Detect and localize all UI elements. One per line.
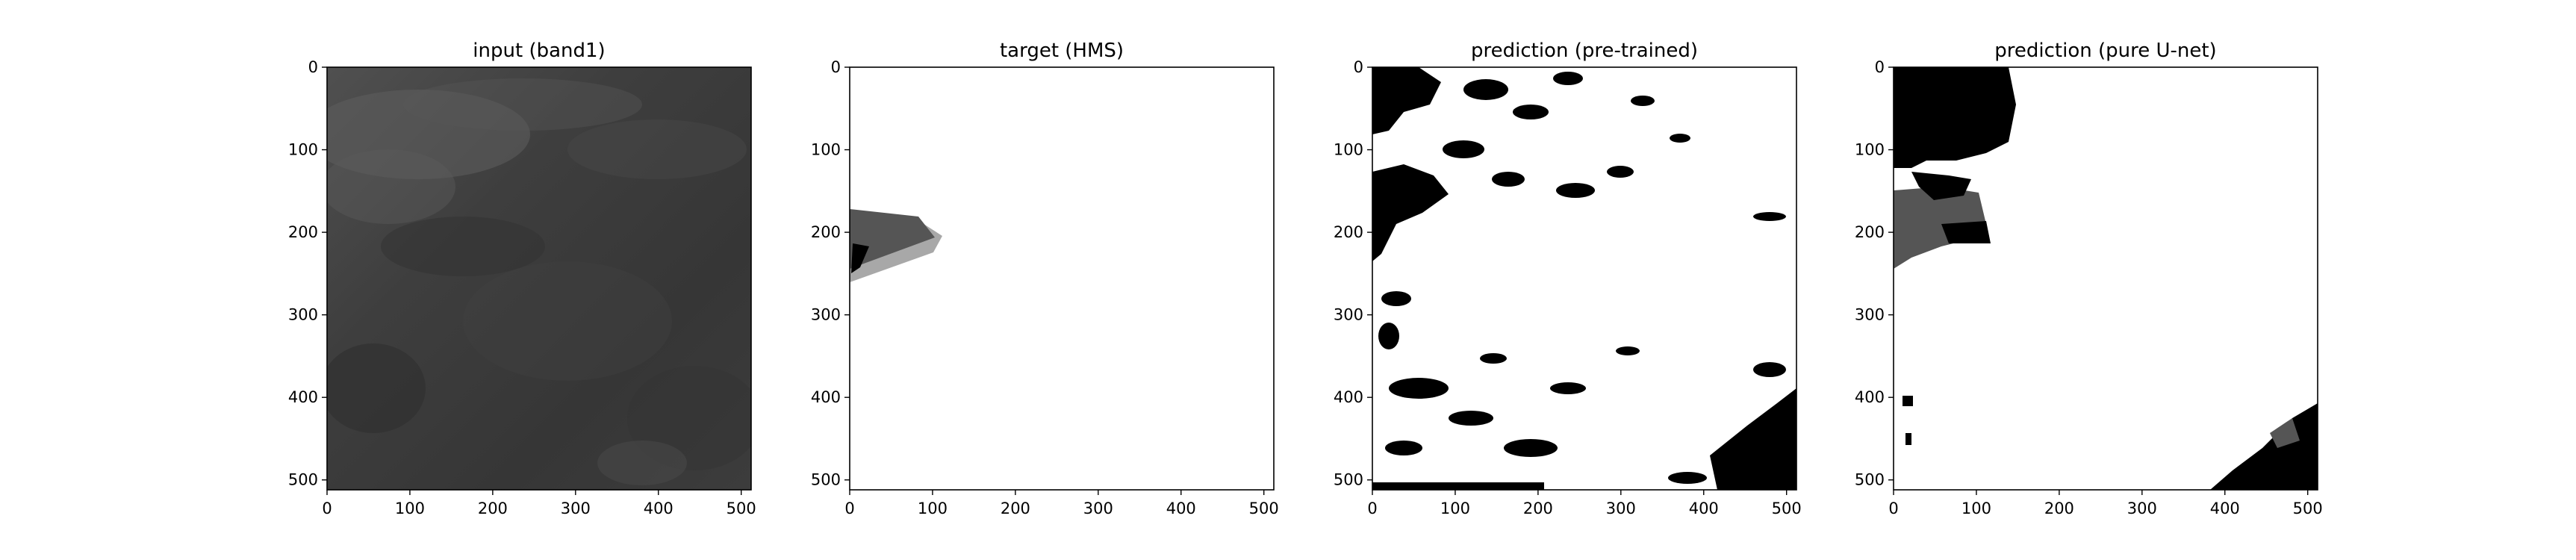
- black-region-left: [1911, 172, 1971, 200]
- x-tick-label: 300: [1083, 500, 1113, 517]
- pretrained-mask: [1372, 67, 1796, 490]
- x-tick-label: 0: [1888, 500, 1898, 517]
- x-tick-label: 100: [918, 500, 948, 517]
- y-tick-label: 200: [288, 223, 318, 241]
- panel-input-band1: input (band1): [326, 40, 752, 491]
- y-tick-label: 200: [811, 223, 841, 241]
- y-tick-label: 400: [811, 388, 841, 406]
- panel-target-hms: target (HMS): [849, 40, 1275, 491]
- unet-mask: [1894, 67, 2318, 490]
- x-tick-label: 200: [1001, 500, 1030, 517]
- y-tick-label: 300: [1855, 306, 1885, 324]
- y-tick-label: 100: [288, 141, 318, 159]
- y-tick-label: 100: [811, 141, 841, 159]
- black-region-left-lower: [1941, 221, 1991, 243]
- x-tick-label: 100: [1961, 500, 1991, 517]
- axes-frame: [849, 66, 1275, 491]
- y-tick-label: 500: [1334, 471, 1363, 489]
- y-tick-label: 400: [1855, 388, 1885, 406]
- y-tick-label: 400: [1334, 388, 1363, 406]
- gray-region-bottom-right: [2270, 418, 2300, 448]
- black-region-top-left: [1894, 67, 2016, 168]
- x-tick-label: 100: [1440, 500, 1470, 517]
- panel-title: prediction (pre-trained): [1471, 40, 1698, 62]
- x-tick-label: 400: [644, 500, 673, 517]
- x-tick-label: 400: [1689, 500, 1719, 517]
- input-image: [327, 67, 751, 490]
- axes-frame: [326, 66, 752, 491]
- x-tick-label: 400: [1166, 500, 1196, 517]
- x-tick-label: 500: [1249, 500, 1279, 517]
- axes-frame: [1893, 66, 2318, 491]
- y-tick-label: 0: [1354, 58, 1363, 76]
- panel-title: input (band1): [473, 40, 605, 62]
- x-tick-label: 200: [478, 500, 508, 517]
- axes-frame: [1372, 66, 1797, 491]
- y-tick-label: 500: [1855, 471, 1885, 489]
- target-mask: [850, 67, 1274, 490]
- panel-prediction-pretrained: prediction (pre-trained): [1372, 40, 1797, 491]
- panel-prediction-pure-unet: prediction (pure U-net): [1893, 40, 2318, 491]
- y-tick-label: 500: [288, 471, 318, 489]
- y-tick-label: 0: [308, 58, 318, 76]
- y-tick-label: 300: [288, 306, 318, 324]
- x-tick-label: 500: [2293, 500, 2323, 517]
- y-tick-label: 0: [831, 58, 841, 76]
- panel-title: target (HMS): [1000, 40, 1124, 62]
- x-tick-label: 0: [1367, 500, 1377, 517]
- dark-gray-smoke-region: [850, 209, 935, 269]
- y-tick-label: 200: [1334, 223, 1363, 241]
- x-tick-label: 0: [322, 500, 332, 517]
- y-tick-label: 100: [1334, 141, 1363, 159]
- x-tick-label: 300: [1606, 500, 1636, 517]
- x-tick-label: 300: [561, 500, 591, 517]
- black-speck-left-2: [1905, 433, 1911, 445]
- x-tick-label: 0: [844, 500, 854, 517]
- x-tick-label: 500: [727, 500, 756, 517]
- y-tick-label: 300: [1334, 306, 1363, 324]
- y-tick-label: 100: [1855, 141, 1885, 159]
- x-tick-label: 300: [2127, 500, 2157, 517]
- y-tick-label: 0: [1875, 58, 1885, 76]
- gray-region-left: [1894, 187, 1986, 269]
- x-tick-label: 200: [2044, 500, 2074, 517]
- x-tick-label: 400: [2210, 500, 2240, 517]
- black-speck-left: [1903, 396, 1913, 406]
- x-tick-label: 200: [1523, 500, 1553, 517]
- y-tick-label: 400: [288, 388, 318, 406]
- x-tick-label: 100: [395, 500, 425, 517]
- black-smoke-region: [851, 243, 869, 273]
- y-tick-label: 500: [811, 471, 841, 489]
- x-tick-label: 500: [1772, 500, 1802, 517]
- y-tick-label: 200: [1855, 223, 1885, 241]
- panel-title: prediction (pure U-net): [1994, 40, 2216, 62]
- y-tick-label: 300: [811, 306, 841, 324]
